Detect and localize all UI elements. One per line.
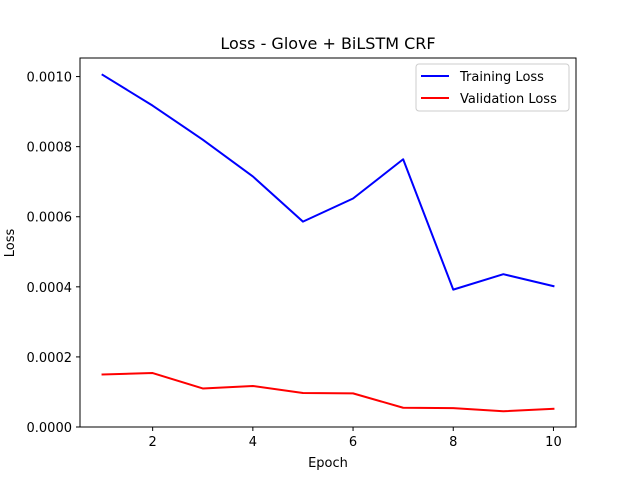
y-tick-label: 0.0000	[27, 421, 73, 436]
x-tick-label: 6	[349, 435, 357, 450]
y-axis-label: Loss	[3, 229, 18, 258]
series-line-validation-loss	[101, 372, 555, 413]
y-tick-label: 0.0008	[27, 141, 73, 156]
plot-area-frame	[79, 57, 577, 428]
y-tick-label: 0.0004	[27, 281, 73, 296]
x-axis-label: Epoch	[308, 456, 348, 471]
series-line-training-loss	[101, 73, 555, 291]
legend: Training Loss Validation Loss	[415, 63, 570, 112]
x-tick-label: 4	[249, 435, 257, 450]
legend-frame	[415, 63, 570, 112]
x-axis-ticks: 2 4 6 8 10	[149, 427, 562, 450]
y-axis-ticks: 0.0000 0.0002 0.0004 0.0006 0.0008 0.0010	[27, 71, 80, 436]
y-tick-label: 0.0010	[27, 71, 73, 86]
legend-label-training-loss: Training Loss	[459, 70, 544, 85]
chart-title: Loss - Glove + BiLSTM CRF	[220, 34, 435, 53]
series-lines	[101, 73, 555, 413]
x-tick-label: 8	[449, 435, 457, 450]
x-tick-label: 2	[149, 435, 157, 450]
y-tick-label: 0.0002	[27, 351, 73, 366]
legend-label-validation-loss: Validation Loss	[460, 92, 557, 107]
y-tick-label: 0.0006	[27, 211, 73, 226]
x-tick-label: 10	[545, 435, 562, 450]
